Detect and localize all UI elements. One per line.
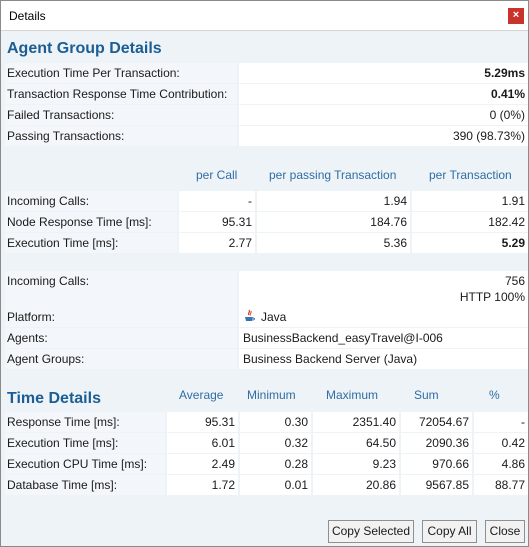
window-title: Details: [9, 9, 46, 23]
table-row[interactable]: Passing Transactions: 390 (98.73%): [5, 126, 528, 146]
sum-value: 9567.85: [401, 475, 472, 495]
table-row[interactable]: Platform: Java: [5, 307, 528, 327]
table-row[interactable]: Incoming Calls: - 1.94 1.91: [5, 191, 528, 211]
maximum-value: 9.23: [313, 454, 399, 474]
percent-value: 88.77: [474, 475, 528, 495]
column-header-per-transaction: per Transaction: [429, 168, 512, 182]
platform-value: Java: [239, 307, 528, 327]
per-passing-transaction-value: 1.94: [257, 191, 410, 211]
column-header-percent: %: [489, 388, 500, 402]
average-value: 1.72: [167, 475, 238, 495]
table-row[interactable]: Response Time [ms]: 95.31 0.30 2351.40 7…: [5, 412, 528, 432]
average-value: 6.01: [167, 433, 238, 453]
column-header-minimum: Minimum: [247, 388, 296, 402]
incoming-calls-protocol: HTTP 100%: [459, 290, 525, 304]
row-label: Passing Transactions:: [5, 126, 237, 146]
table-row[interactable]: Execution CPU Time [ms]: 2.49 0.28 9.23 …: [5, 454, 528, 474]
column-header-per-call: per Call: [196, 168, 238, 182]
maximum-value: 2351.40: [313, 412, 399, 432]
minimum-value: 0.30: [240, 412, 311, 432]
table-row[interactable]: Failed Transactions: 0 (0%): [5, 105, 528, 125]
title-bar[interactable]: Details ×: [1, 1, 528, 31]
per-transaction-value: 5.29: [412, 233, 528, 253]
table-row[interactable]: Node Response Time [ms]: 95.31 184.76 18…: [5, 212, 528, 232]
table-row[interactable]: Execution Time Per Transaction: 5.29ms: [5, 63, 528, 83]
copy-all-button[interactable]: Copy All: [422, 520, 477, 543]
close-button[interactable]: Close: [485, 520, 525, 543]
row-label: Platform:: [5, 307, 237, 327]
maximum-value: 64.50: [313, 433, 399, 453]
percent-value: 0.42: [474, 433, 528, 453]
table-row[interactable]: Agent Groups: Business Backend Server (J…: [5, 349, 528, 369]
row-value: 5.29ms: [239, 63, 528, 83]
row-value: 390 (98.73%): [239, 126, 528, 146]
close-icon[interactable]: ×: [508, 8, 524, 24]
row-value: 0 (0%): [239, 105, 528, 125]
per-transaction-value: 1.91: [412, 191, 528, 211]
table-row[interactable]: Incoming Calls: 756 HTTP 100%: [5, 271, 528, 307]
copy-selected-button[interactable]: Copy Selected: [328, 520, 414, 543]
sum-value: 72054.67: [401, 412, 472, 432]
per-call-value: 95.31: [179, 212, 255, 232]
platform-name: Java: [261, 310, 287, 324]
row-label: Database Time [ms]:: [5, 475, 165, 495]
row-label: Response Time [ms]:: [5, 412, 165, 432]
column-header-sum: Sum: [414, 388, 439, 402]
row-label: Incoming Calls:: [5, 271, 237, 307]
row-label: Agents:: [5, 328, 237, 348]
table-row[interactable]: Transaction Response Time Contribution: …: [5, 84, 528, 104]
column-header-average: Average: [179, 388, 224, 402]
minimum-value: 0.32: [240, 433, 311, 453]
average-value: 95.31: [167, 412, 238, 432]
per-passing-transaction-value: 184.76: [257, 212, 410, 232]
row-label: Execution CPU Time [ms]:: [5, 454, 165, 474]
incoming-calls-value: 756 HTTP 100%: [239, 271, 528, 307]
percent-value: -: [474, 412, 528, 432]
column-header-per-passing-transaction: per passing Transaction: [269, 168, 397, 182]
row-label: Node Response Time [ms]:: [5, 212, 177, 232]
minimum-value: 0.28: [240, 454, 311, 474]
per-passing-transaction-value: 5.36: [257, 233, 410, 253]
row-label: Incoming Calls:: [5, 191, 177, 211]
time-details-title: Time Details: [7, 390, 101, 407]
agent-group-details-title: Agent Group Details: [7, 40, 162, 57]
minimum-value: 0.01: [240, 475, 311, 495]
sum-value: 970.66: [401, 454, 472, 474]
row-label: Execution Time Per Transaction:: [5, 63, 237, 83]
maximum-value: 20.86: [313, 475, 399, 495]
row-label: Execution Time [ms]:: [5, 233, 177, 253]
java-icon: [245, 309, 255, 321]
percent-value: 4.86: [474, 454, 528, 474]
per-call-value: -: [179, 191, 255, 211]
row-label: Transaction Response Time Contribution:: [5, 84, 237, 104]
row-label: Agent Groups:: [5, 349, 237, 369]
per-transaction-value: 182.42: [412, 212, 528, 232]
row-value: 0.41%: [239, 84, 528, 104]
table-row[interactable]: Agents: BusinessBackend_easyTravel@I-006: [5, 328, 528, 348]
table-row[interactable]: Execution Time [ms]: 2.77 5.36 5.29: [5, 233, 528, 253]
average-value: 2.49: [167, 454, 238, 474]
sum-value: 2090.36: [401, 433, 472, 453]
agent-groups-value: Business Backend Server (Java): [239, 349, 528, 369]
incoming-calls-count: 756: [504, 274, 525, 288]
per-call-value: 2.77: [179, 233, 255, 253]
table-row[interactable]: Database Time [ms]: 1.72 0.01 20.86 9567…: [5, 475, 528, 495]
column-header-maximum: Maximum: [326, 388, 379, 402]
row-label: Execution Time [ms]:: [5, 433, 165, 453]
row-label: Failed Transactions:: [5, 105, 237, 125]
agents-value: BusinessBackend_easyTravel@I-006: [239, 328, 528, 348]
table-row[interactable]: Execution Time [ms]: 6.01 0.32 64.50 209…: [5, 433, 528, 453]
